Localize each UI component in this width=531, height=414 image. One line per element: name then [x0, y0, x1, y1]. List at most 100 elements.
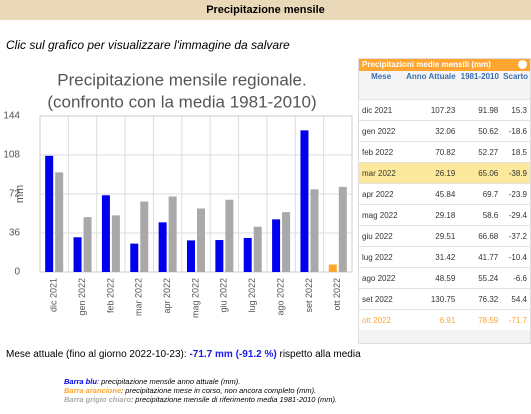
column-header: Anno Attuale [403, 71, 459, 100]
bar [328, 264, 337, 272]
bar [282, 212, 291, 272]
cell-difference: -38.9 [501, 162, 530, 184]
cell-current: 32.06 [403, 120, 459, 142]
chart-title: Precipitazione mensile regionale. [57, 70, 306, 89]
y-tick-label: 36 [9, 228, 21, 239]
note-text: : precipitazione mese in corso, non anco… [121, 386, 317, 395]
x-tick-label: mar 2022 [134, 278, 144, 316]
cell-difference: -18.6 [501, 120, 530, 142]
bar [83, 217, 92, 272]
x-tick-label: feb 2022 [105, 278, 115, 313]
cell-current: 26.19 [403, 162, 459, 184]
x-tick-label: mag 2022 [190, 278, 200, 318]
bar [168, 196, 177, 272]
cell-difference: 18.5 [501, 141, 530, 163]
note-label: Barra arancione [64, 386, 122, 395]
plot-border [39, 115, 353, 273]
cell-reference: 91.98 [458, 99, 502, 121]
cell-reference: 76.32 [458, 288, 502, 310]
cell-difference: -29.4 [501, 204, 530, 226]
cell-reference: 78.59 [458, 309, 502, 330]
current-month: Mese attuale (fino al giorno 2022-10-23)… [6, 349, 361, 360]
data-table: Precipitazioni medie mensili (mm) Mese An… [358, 58, 531, 344]
column-header: Mese [359, 71, 404, 100]
table-row: feb 2022 70.82 52.27 18.5 [359, 141, 530, 163]
x-tick-label: lug 2022 [247, 278, 257, 313]
cell-current: 70.82 [403, 141, 459, 163]
subtitle: Clic sul grafico per visualizzare l'imma… [6, 38, 290, 52]
cell-current: 130.75 [403, 288, 459, 310]
cell-current: 29.18 [403, 204, 459, 226]
table-header: Precipitazioni medie mensili (mm) [359, 59, 530, 71]
table-row: giu 2022 29.51 66.68 -37.2 [359, 225, 530, 247]
cell-current: 6.91 [403, 309, 459, 330]
cell-difference: -37.2 [501, 225, 530, 247]
cell-month: mar 2022 [359, 162, 404, 184]
cell-difference: -23.9 [501, 183, 530, 205]
bar [215, 240, 224, 272]
cell-current: 107.23 [403, 99, 459, 121]
y-tick-label: 0 [14, 267, 20, 278]
cell-month: set 2022 [359, 288, 404, 310]
table-row: ago 2022 48.59 55.24 -6.6 [359, 267, 530, 289]
chart[interactable]: Precipitazione mensile regionale. (confro… [0, 0, 360, 340]
x-tick-label: giu 2022 [219, 278, 229, 313]
bar [111, 215, 120, 272]
cell-reference: 66.68 [458, 225, 502, 247]
table-row: mag 2022 29.18 58.6 -29.4 [359, 204, 530, 226]
y-axis-label: mm [14, 185, 26, 203]
x-tick-label: ott 2022 [332, 278, 342, 311]
cell-current: 29.51 [403, 225, 459, 247]
x-tick-label: set 2022 [304, 278, 314, 313]
cell-month: lug 2022 [359, 246, 404, 268]
cell-month: mag 2022 [359, 204, 404, 226]
cell-difference: -6.6 [501, 267, 530, 289]
current-suffix: rispetto alla media [279, 349, 361, 360]
table-row: ott 2022 6.91 78.59 -71.7 [359, 309, 530, 330]
cell-reference: 65.06 [458, 162, 502, 184]
table-title: Precipitazioni medie mensili (mm) [362, 60, 491, 69]
cell-month: giu 2022 [359, 225, 404, 247]
y-tick-label: 72 [9, 189, 21, 200]
bar [55, 172, 64, 272]
current-prefix: Mese attuale (fino al giorno 2022-10-23)… [6, 349, 187, 360]
bar [338, 186, 347, 272]
x-tick-label: gen 2022 [77, 278, 87, 316]
note-text: : precipitazione mensile anno attuale (m… [96, 377, 241, 386]
cell-reference: 50.62 [458, 120, 502, 142]
note-label: Barra grigio chiaro [64, 395, 132, 404]
table-row: lug 2022 31.42 41.77 -10.4 [359, 246, 530, 268]
bar [140, 201, 149, 272]
bar [45, 155, 54, 272]
cell-month: dic 2021 [359, 99, 404, 121]
bar [73, 237, 82, 272]
cell-difference: -71.7 [501, 309, 530, 330]
cell-current: 31.42 [403, 246, 459, 268]
bar [101, 195, 110, 272]
collapse-icon[interactable] [518, 60, 527, 69]
cell-month: gen 2022 [359, 120, 404, 142]
y-tick-label: 108 [3, 150, 20, 161]
table: Mese Anno Attuale 1981-2010 Scarto dic 2021 1… [359, 71, 530, 330]
cell-reference: 58.6 [458, 204, 502, 226]
note: Barra blu: precipitazione mensile anno a… [64, 377, 240, 386]
header-title: Precipitazione mensile [0, 0, 531, 20]
x-tick-label: dic 2021 [49, 278, 59, 312]
bar [197, 208, 205, 272]
bar [130, 243, 139, 272]
x-tick-label: apr 2022 [162, 278, 172, 314]
cell-reference: 55.24 [458, 267, 502, 289]
cell-current: 45.84 [403, 183, 459, 205]
current-value: -71.7 mm [189, 349, 233, 360]
table-row: gen 2022 32.06 50.62 -18.6 [359, 120, 530, 142]
cell-reference: 52.27 [458, 141, 502, 163]
cell-difference: -10.4 [501, 246, 530, 268]
table-row: set 2022 130.75 76.32 54.4 [359, 288, 530, 310]
note: Barra grigio chiaro: precipitazione mens… [64, 395, 337, 404]
table-row: dic 2021 107.23 91.98 15.3 [359, 99, 530, 121]
bar [243, 237, 252, 272]
cell-month: feb 2022 [359, 141, 404, 163]
note-text: : precipitazione mensile di riferimento … [131, 395, 338, 404]
column-header: Scarto [501, 71, 530, 100]
